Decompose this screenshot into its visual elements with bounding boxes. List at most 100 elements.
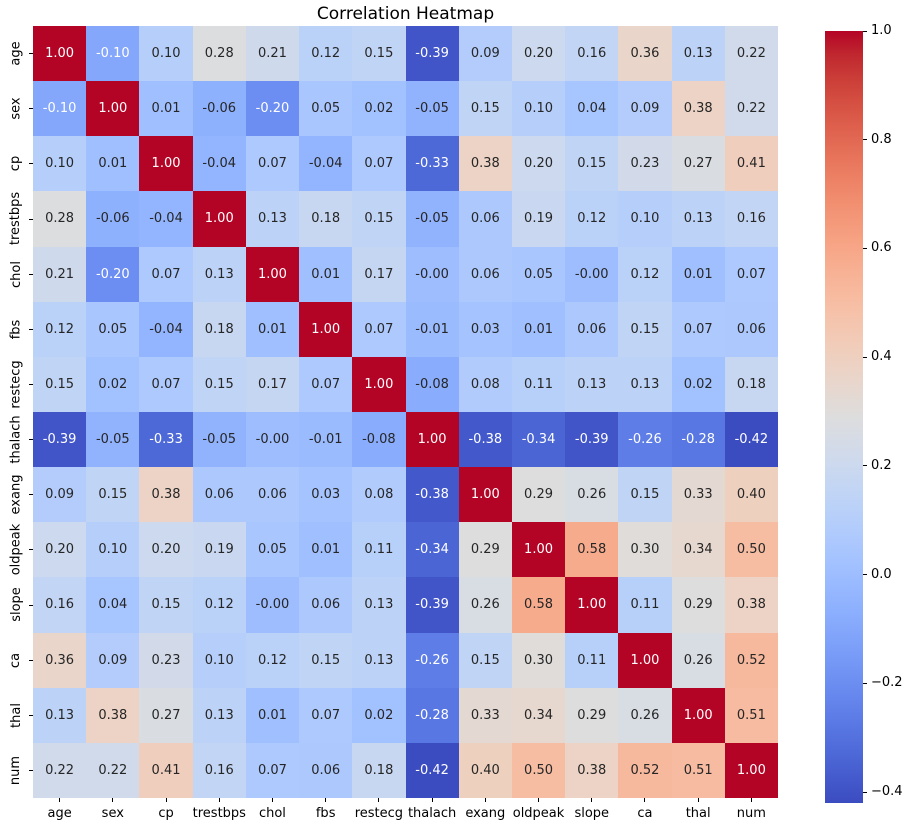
y-tick-label: thalach: [4, 412, 28, 467]
heatmap-cell: 0.41: [724, 136, 778, 192]
tick-mark: [29, 383, 33, 385]
colorbar-tick-label: 0.2: [871, 457, 892, 473]
heatmap-cell: 0.12: [299, 26, 353, 82]
heatmap-cell: 0.22: [33, 742, 87, 798]
y-tick-label-text: age: [8, 41, 24, 66]
heatmap-cell: 0.38: [724, 577, 778, 633]
heatmap-cell: 0.06: [458, 191, 512, 247]
heatmap-cell: 0.05: [245, 522, 300, 578]
y-tick-label: cp: [4, 136, 28, 191]
heatmap-cell: -0.08: [352, 411, 406, 468]
heatmap-cell: 0.08: [352, 467, 406, 523]
heatmap-cell: 0.07: [352, 136, 406, 192]
heatmap-cell: 0.18: [299, 191, 353, 247]
heatmap-cell: 0.17: [245, 356, 300, 412]
heatmap-cell: 1.00: [86, 81, 140, 137]
x-tick-label: cp: [158, 806, 174, 821]
heatmap-cell: 0.12: [33, 301, 87, 357]
heatmap-cell: 0.10: [86, 522, 140, 578]
heatmap-cell: 0.26: [565, 467, 619, 523]
heatmap-cell: 0.40: [458, 742, 512, 798]
x-tick-label: sex: [101, 806, 124, 821]
heatmap-cell: 0.15: [299, 632, 353, 688]
heatmap-cell: 0.20: [139, 522, 193, 578]
heatmap-cell: 0.09: [86, 632, 140, 688]
tick-mark: [29, 273, 33, 275]
heatmap-cell: 0.07: [671, 301, 725, 357]
heatmap-cell: 0.16: [565, 26, 619, 82]
tick-mark: [431, 798, 433, 802]
tick-mark: [218, 798, 220, 802]
heatmap-cell: 0.09: [33, 467, 87, 523]
x-tick-label: num: [736, 806, 766, 821]
colorbar-tick-label: 0.4: [871, 349, 892, 365]
heatmap-cell: -0.39: [33, 411, 87, 468]
heatmap-cell: -0.28: [671, 411, 725, 468]
heatmap-cell: 0.23: [618, 136, 672, 192]
tick-mark: [29, 494, 33, 496]
heatmap-cell: -0.00: [405, 246, 459, 302]
heatmap-cell: 1.00: [405, 411, 459, 468]
heatmap-cell: 0.38: [86, 687, 140, 743]
tick-mark: [863, 139, 867, 141]
heatmap-cell: 0.50: [724, 522, 778, 578]
heatmap-cell: 0.06: [299, 577, 353, 633]
x-tick-label: thalach: [407, 806, 457, 821]
heatmap-cell: 0.15: [352, 26, 406, 82]
heatmap-cell: -0.28: [405, 687, 459, 743]
tick-mark: [29, 53, 33, 55]
heatmap-cell: 0.01: [245, 301, 300, 357]
heatmap-cell: -0.34: [405, 522, 459, 578]
tick-mark: [538, 798, 540, 802]
chart-title: Correlation Heatmap: [316, 4, 495, 24]
tick-mark: [59, 798, 61, 802]
tick-mark: [863, 574, 867, 576]
heatmap-cell: 1.00: [618, 632, 672, 688]
x-tick-label: fbs: [315, 806, 336, 821]
heatmap-cell: 0.52: [618, 742, 672, 798]
y-tick-label-text: cp: [8, 156, 24, 172]
x-tick-label: ca: [637, 806, 653, 821]
heatmap-cell: 0.10: [139, 26, 193, 82]
heatmap-cell: -0.38: [405, 467, 459, 523]
heatmap-cell: -0.06: [86, 191, 140, 247]
y-tick-label: trestbps: [4, 191, 28, 246]
heatmap-cell: 0.09: [458, 26, 512, 82]
heatmap-cell: -0.05: [405, 81, 459, 137]
heatmap-cell: 0.19: [192, 522, 246, 578]
y-tick-label: thal: [4, 688, 28, 743]
tick-mark: [29, 549, 33, 551]
heatmap-cell: 0.33: [671, 467, 725, 523]
heatmap-cell: 0.15: [139, 577, 193, 633]
heatmap-cell: -0.26: [405, 632, 459, 688]
heatmap-cell: 0.28: [33, 191, 87, 247]
y-tick-label-text: fbs: [8, 319, 24, 340]
heatmap-cell: 0.13: [671, 26, 725, 82]
heatmap-cell: 0.13: [245, 191, 300, 247]
heatmap-cell: 0.20: [33, 522, 87, 578]
heatmap-cell: 0.27: [139, 687, 193, 743]
tick-mark: [644, 798, 646, 802]
y-tick-label: exang: [4, 467, 28, 522]
heatmap-cell: 0.06: [192, 467, 246, 523]
tick-mark: [484, 798, 486, 802]
heatmap-cell: 0.21: [33, 246, 87, 302]
heatmap-cell: 0.13: [352, 577, 406, 633]
heatmap-cell: 0.11: [565, 632, 619, 688]
heatmap-cell: 0.07: [245, 136, 300, 192]
heatmap-cell: 0.28: [192, 26, 246, 82]
heatmap-cell: 1.00: [724, 742, 778, 798]
tick-mark: [29, 328, 33, 330]
tick-mark: [325, 798, 327, 802]
tick-mark: [863, 30, 867, 32]
heatmap-cell: -0.00: [245, 411, 300, 468]
heatmap-cell: -0.42: [724, 411, 778, 468]
heatmap-cell: 0.33: [458, 687, 512, 743]
heatmap-cell: -0.06: [192, 81, 246, 137]
heatmap-cell: 0.22: [86, 742, 140, 798]
colorbar-tick-label: 0.6: [871, 240, 892, 256]
heatmap-cell: 0.51: [671, 742, 725, 798]
heatmap-cell: 0.58: [565, 522, 619, 578]
colorbar-gradient: [825, 31, 863, 803]
x-tick-label: thal: [685, 806, 711, 821]
